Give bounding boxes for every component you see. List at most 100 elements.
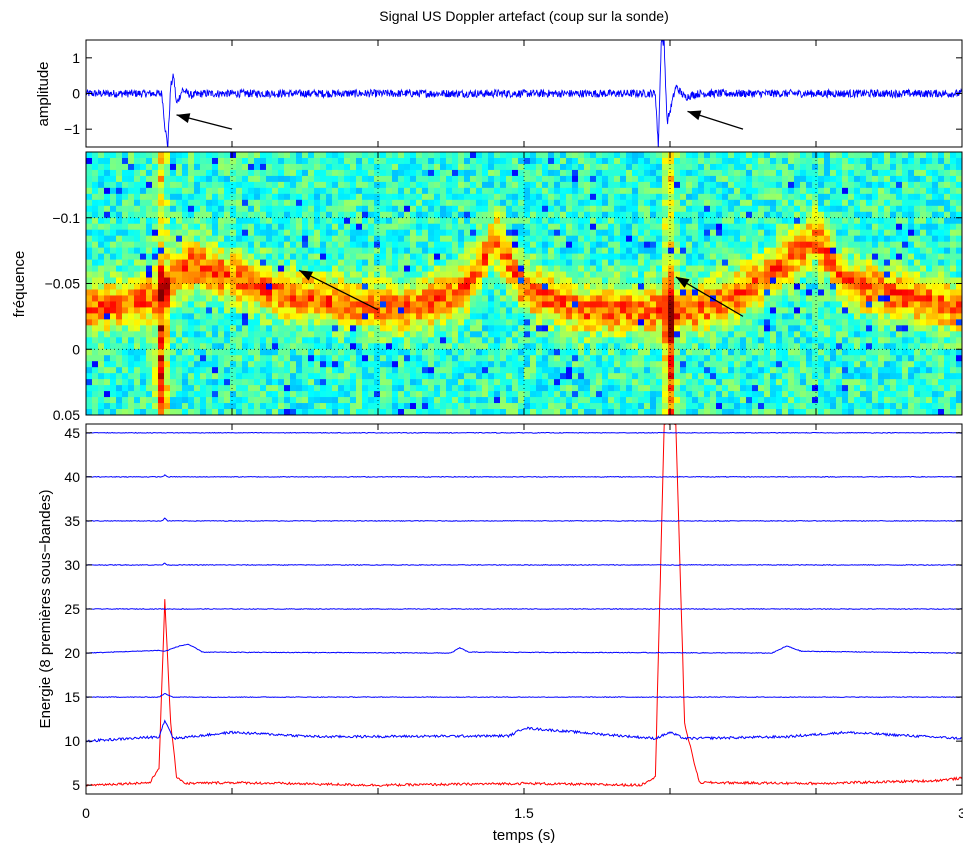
spectrogram-cell [626,241,633,249]
spectrogram-cell [362,379,369,386]
spectrogram-cell [380,211,387,219]
spectrogram-cell [164,277,171,285]
spectrogram-cell [284,235,291,243]
spectrogram-cell [464,325,471,332]
spectrogram-cell [128,163,135,171]
spectrogram-cell [134,349,141,356]
spectrogram-cell [218,217,225,225]
spectrogram-cell [140,187,147,195]
spectrogram-cell [290,331,297,338]
spectrogram-cell [110,283,117,291]
spectrogram-cell [188,259,195,267]
spectrogram-cell [518,295,525,303]
spectrogram-cell [674,253,681,261]
spectrogram-cell [632,181,639,189]
spectrogram-cell [182,289,189,297]
spectrogram-cell [632,217,639,225]
spectrogram-cell [512,379,519,386]
spectrogram-cell [644,277,651,285]
spectrogram-cell [464,205,471,213]
spectrogram-cell [266,152,273,159]
spectrogram-cell [446,349,453,356]
spectrogram-cell [182,325,189,332]
spectrogram-cell [668,361,675,368]
spectrogram-cell [500,355,507,362]
spectrogram-cell [596,289,603,297]
spectrogram-cell [350,361,357,368]
spectrogram-cell [302,157,309,165]
spectrogram-cell [248,211,255,219]
spectrogram-cell [626,229,633,237]
spectrogram-cell [476,379,483,386]
spectrogram-cell [224,205,231,213]
spectrogram-cell [650,157,657,165]
spectrogram-cell [260,355,267,362]
spectrogram-cell [146,223,153,231]
spectrogram-cell [740,379,747,386]
spectrogram-cell [716,259,723,267]
spectrogram-cell [584,229,591,237]
spectrogram-cell [500,211,507,219]
spectrogram-cell [734,373,741,380]
spectrogram-cell [392,403,399,410]
spectrogram-cell [572,319,579,326]
spectrogram-cell [488,241,495,249]
spectrogram-cell [374,193,381,201]
spectrogram-cell [536,187,543,195]
spectrogram-cell [362,235,369,243]
spectrogram-cell [140,157,147,165]
spectrogram-cell [710,205,717,213]
spectrogram-cell [572,349,579,356]
spectrogram-cell [476,283,483,291]
spectrogram-cell [278,307,285,314]
spectrogram-cell [470,361,477,368]
spectrogram-cell [668,403,675,410]
spectrogram-cell [428,295,435,303]
spectrogram-cell [110,301,117,309]
spectrogram-cell [596,223,603,231]
spectrogram-cell [548,253,555,261]
spectrogram-cell [458,181,465,189]
spectrogram-cell [704,397,711,404]
spectrogram-cell [560,229,567,237]
spectrogram-cell [296,373,303,380]
spectrogram-cell [704,325,711,332]
spectrogram-cell [290,349,297,356]
spectrogram-cell [104,235,111,243]
spectrogram-cell [194,217,201,225]
spectrogram-cell [644,361,651,368]
spectrogram-cell [374,235,381,243]
spectrogram-cell [692,289,699,297]
spectrogram-cell [572,199,579,207]
spectrogram-cell [590,187,597,195]
spectrogram-cell [584,307,591,314]
spectrogram-cell [422,163,429,171]
spectrogram-cell [242,379,249,386]
spectrogram-cell [608,223,615,231]
spectrogram-cell [482,367,489,374]
spectrogram-cell [380,385,387,392]
spectrogram-cell [320,181,327,189]
spectrogram-cell [536,295,543,303]
spectrogram-cell [416,217,423,225]
spectrogram-cell [656,259,663,267]
spectrogram-cell [266,301,273,309]
spectrogram-cell [572,152,579,159]
spectrogram-cell [422,397,429,404]
spectrogram-cell [728,295,735,303]
spectrogram-cell [170,187,177,195]
spectrogram-cell [650,229,657,237]
spectrogram-cell [194,241,201,249]
spectrogram-cell [758,271,765,279]
spectrogram-cell [734,295,741,303]
spectrogram-cell [608,313,615,320]
spectrogram-cell [260,397,267,404]
spectrogram-cell [230,277,237,285]
spectrogram-cell [446,241,453,249]
spectrogram-cell [674,217,681,225]
spectrogram-cell [494,361,501,368]
spectrogram-cell [140,325,147,332]
spectrogram-cell [674,337,681,344]
spectrogram-cell [266,343,273,350]
spectrogram-cell [98,385,105,392]
